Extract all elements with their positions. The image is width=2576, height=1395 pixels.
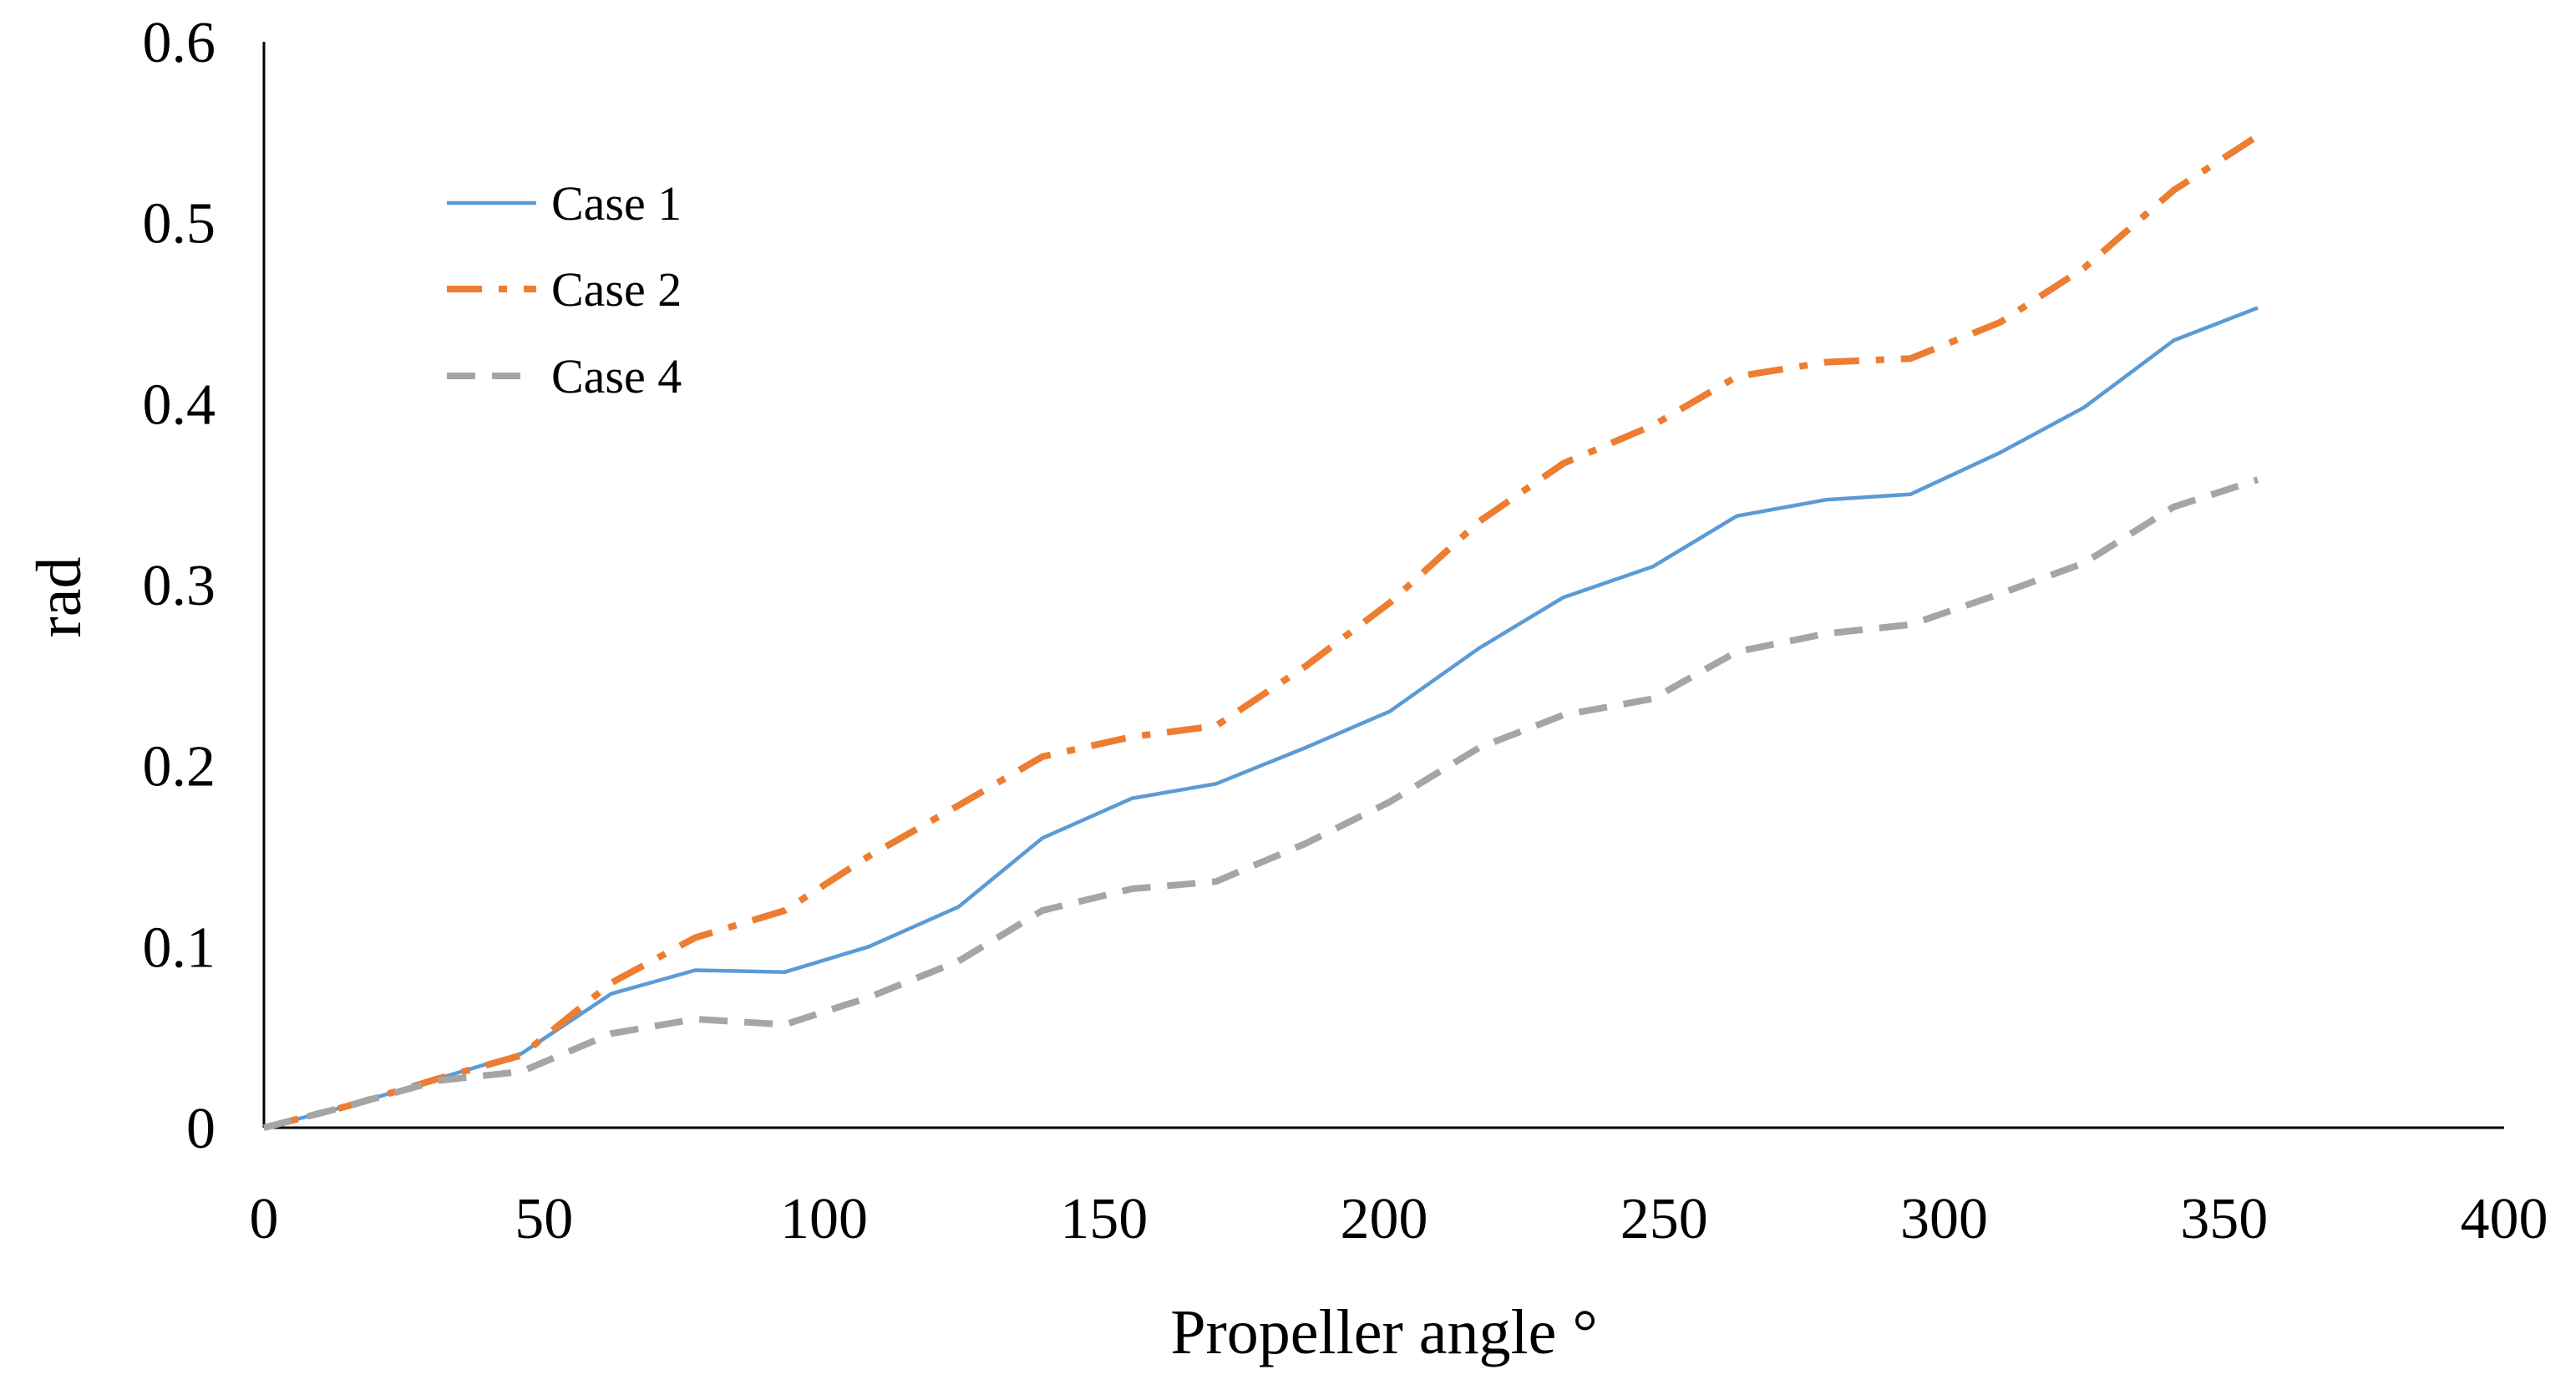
- y-tick-label: 0.3: [143, 554, 216, 618]
- x-axis-title: Propeller angle °: [1170, 1297, 1598, 1367]
- y-tick-label: 0.1: [143, 916, 216, 980]
- x-tick-label: 250: [1620, 1187, 1708, 1251]
- x-tick-label: 150: [1060, 1187, 1148, 1251]
- y-axis-title: rad: [24, 556, 94, 637]
- x-tick-label: 400: [2461, 1187, 2548, 1251]
- x-tick-label: 350: [2180, 1187, 2268, 1251]
- x-tick-label: 0: [250, 1187, 279, 1251]
- y-tick-label: 0: [186, 1097, 216, 1161]
- legend-label-case-2: Case 2: [551, 262, 682, 317]
- y-tick-labels: 0 0.1 0.2 0.3 0.4 0.5 0.6: [143, 11, 216, 1161]
- x-tick-label: 200: [1341, 1187, 1428, 1251]
- y-tick-label: 0.6: [143, 11, 216, 75]
- plot-area: [262, 42, 2504, 1131]
- series-line-case-2: [262, 133, 2260, 1131]
- y-tick-label: 0.5: [143, 192, 216, 256]
- legend: Case 1 Case 2 Case 4: [447, 176, 682, 403]
- series-line-case-1: [263, 306, 2259, 1130]
- x-tick-labels: 0 50 100 150 200 250 300 350 400: [250, 1187, 2548, 1251]
- x-tick-label: 100: [780, 1187, 868, 1251]
- x-tick-label: 50: [515, 1187, 573, 1251]
- legend-label-case-1: Case 1: [551, 176, 682, 231]
- y-tick-label: 0.2: [143, 735, 216, 799]
- y-tick-label: 0.4: [143, 373, 216, 437]
- legend-label-case-4: Case 4: [551, 349, 682, 403]
- series-line-case-4: [262, 476, 2259, 1131]
- series-layer: [262, 133, 2260, 1131]
- x-tick-label: 300: [1900, 1187, 1988, 1251]
